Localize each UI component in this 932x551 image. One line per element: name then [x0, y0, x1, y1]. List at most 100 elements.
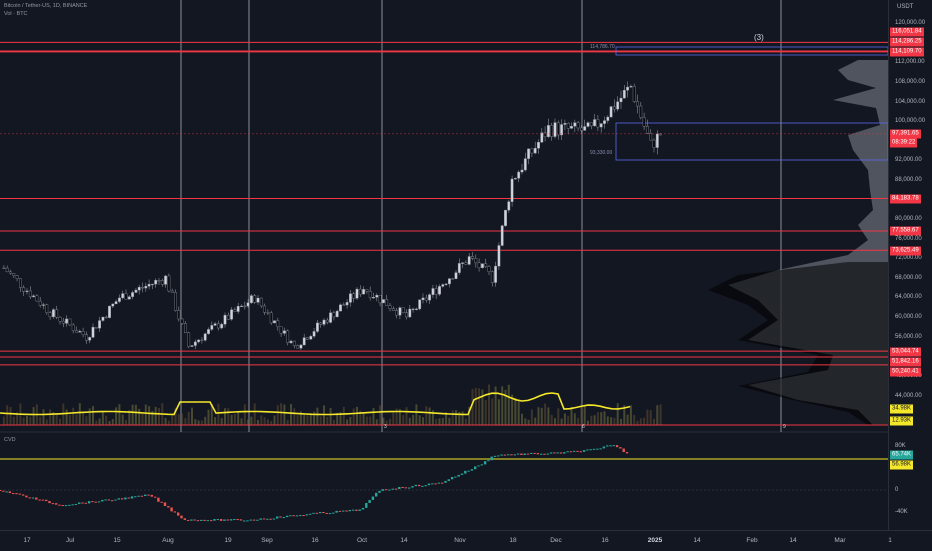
time-axis[interactable]: 17 Jul 15 Aug 19 Sep 16 Oct 14 Nov 18 De…	[0, 530, 932, 551]
volume-legend[interactable]: Vol · BTC	[4, 11, 28, 17]
cvd-candle	[381, 489, 384, 491]
volume-bar	[438, 418, 441, 425]
volume-bar	[59, 418, 61, 425]
candle-body	[246, 302, 250, 307]
cvd-candle	[5, 491, 8, 493]
candle-body	[147, 284, 151, 287]
candle-body	[378, 294, 382, 304]
cvd-candle	[365, 503, 368, 508]
volume-bar	[303, 414, 306, 425]
cvd-candle	[173, 511, 177, 513]
candle-body	[428, 294, 431, 301]
candle-body	[339, 304, 342, 312]
time-tick: 16	[601, 537, 609, 544]
cvd-candle	[236, 519, 239, 521]
volume-bar	[428, 407, 431, 425]
volume-bar	[128, 410, 131, 425]
cvd-candle	[553, 452, 556, 454]
cvd-candle	[153, 496, 157, 498]
time-tick: Mar	[834, 537, 846, 544]
cvd-candle	[223, 519, 226, 521]
candle-body	[596, 119, 600, 128]
time-tick: 14	[789, 537, 797, 544]
candle-body	[230, 309, 233, 320]
volume-bar	[544, 403, 547, 425]
cvd-candle	[615, 445, 619, 448]
volume-bar	[207, 409, 210, 425]
candle-body	[424, 297, 428, 301]
candle-body	[174, 292, 177, 311]
volume-bar	[352, 408, 355, 425]
range-box	[615, 122, 888, 161]
time-tick: 15	[113, 537, 121, 544]
cvd-candle	[45, 499, 48, 502]
volume-bar	[636, 420, 639, 425]
cvd-candle	[18, 493, 21, 495]
candle-body	[504, 209, 507, 226]
cvd-candle	[398, 486, 401, 490]
volume-bar	[253, 403, 256, 425]
candle-body	[649, 133, 653, 141]
volume-bar	[587, 420, 589, 425]
cvd-candle	[500, 454, 503, 456]
cvd-candle	[8, 491, 12, 494]
price-tick: 72,000.00	[895, 255, 922, 261]
cvd-candle	[157, 497, 160, 502]
candle-body	[91, 326, 95, 338]
volume-bar	[82, 412, 85, 425]
candle-body	[249, 295, 253, 304]
chart-canvas[interactable]	[0, 0, 888, 530]
volume-bar	[629, 405, 632, 425]
symbol-legend[interactable]: Bitcoin / Tether-US, 1D, BINANCE	[4, 3, 88, 9]
volume-bar	[385, 420, 388, 425]
cvd-candle	[315, 512, 318, 514]
volume-bar	[204, 416, 207, 425]
candle-body	[81, 331, 85, 335]
candle-body	[639, 105, 643, 118]
time-tick: Dec	[550, 537, 562, 544]
cvd-candle	[602, 446, 606, 449]
candle-body	[52, 309, 55, 318]
candle-body	[61, 320, 65, 324]
cvd-candle	[394, 488, 398, 490]
cvd-candle	[417, 484, 421, 487]
volume-bar	[491, 398, 494, 425]
volume-bar	[52, 412, 55, 425]
volume-bar	[286, 419, 289, 425]
chart-pane[interactable]: Bitcoin / Tether-US, 1D, BINANCE Vol · B…	[0, 0, 888, 530]
candle-body	[292, 340, 296, 346]
currency-label[interactable]: USDT	[897, 4, 914, 10]
volume-bar	[646, 409, 649, 425]
candle-body	[520, 169, 524, 173]
price-axis[interactable]: USDT 120,000.00 112,000.00 108,000.00 10…	[888, 0, 932, 530]
volume-bar	[653, 418, 655, 425]
cvd-candle	[464, 470, 467, 474]
candle-body	[273, 320, 276, 324]
cvd-candle	[424, 485, 427, 487]
cvd-candle	[513, 454, 516, 456]
level-tag: 77,558.67	[890, 226, 921, 236]
candle-body	[540, 132, 544, 143]
candle-body	[332, 312, 336, 318]
candle-body	[372, 297, 375, 299]
cvd-candle	[322, 512, 325, 514]
volume-bar	[148, 406, 151, 425]
cvd-candle	[256, 519, 259, 521]
candle-body	[68, 318, 72, 326]
volume-bar	[224, 408, 226, 425]
cvd-legend[interactable]: CVD	[4, 437, 16, 443]
candle-body	[589, 122, 593, 127]
volume-bar	[26, 415, 28, 425]
cvd-candle	[12, 493, 15, 495]
candle-body	[253, 295, 257, 303]
volume-bar	[514, 397, 517, 425]
price-tick: 104,000.00	[895, 99, 926, 105]
volume-bar	[620, 418, 622, 425]
candle-body	[207, 329, 210, 334]
candle-body	[642, 117, 646, 127]
cvd-candle	[467, 470, 470, 472]
cvd-tick: 80K	[895, 443, 906, 449]
volume-bar	[257, 420, 259, 425]
candle-body	[127, 296, 131, 300]
cvd-candle	[233, 519, 236, 521]
